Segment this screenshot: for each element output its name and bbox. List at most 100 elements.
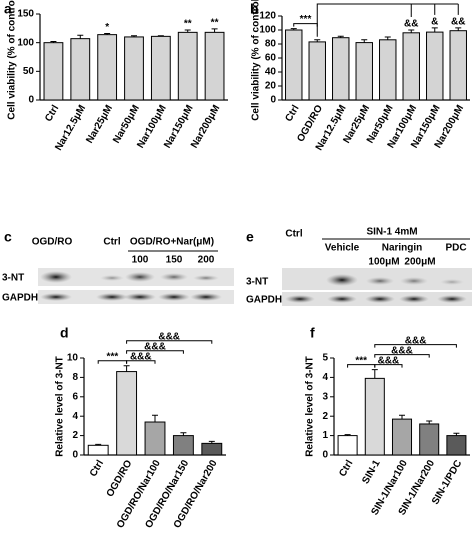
error-bar bbox=[211, 28, 218, 33]
y-tick-label: 3 bbox=[322, 391, 328, 402]
band bbox=[437, 295, 467, 303]
error-bar bbox=[314, 39, 321, 42]
y-tick-label: 0 bbox=[322, 450, 328, 461]
annotation: &&& bbox=[158, 331, 180, 342]
annotation: &&& bbox=[378, 355, 400, 366]
y-tick-label: 0 bbox=[28, 95, 34, 106]
bar bbox=[332, 37, 350, 101]
band bbox=[366, 277, 394, 285]
lane-label: 150 bbox=[166, 255, 183, 266]
lane-label: 200μM bbox=[404, 257, 435, 268]
bar bbox=[446, 435, 467, 456]
annotation: *** bbox=[355, 355, 367, 366]
y-tick-label: 10 bbox=[67, 353, 79, 364]
x-tick-label: Ctrl bbox=[88, 458, 106, 479]
panel-letter: e bbox=[246, 229, 254, 245]
bar bbox=[204, 31, 225, 101]
bar bbox=[87, 444, 109, 456]
bar bbox=[116, 371, 138, 456]
bar bbox=[124, 36, 144, 101]
error-bar bbox=[104, 32, 111, 35]
row-label: GAPDH bbox=[246, 295, 282, 306]
lane-label: 100μM bbox=[368, 257, 399, 268]
band bbox=[160, 273, 188, 281]
x-tick-label: SIN-1 bbox=[360, 458, 383, 486]
band bbox=[365, 295, 395, 303]
annotation: && bbox=[451, 17, 465, 28]
y-tick-label: 5 bbox=[322, 353, 328, 364]
annotation: & bbox=[431, 17, 438, 28]
error-bar bbox=[290, 28, 297, 30]
error-bar bbox=[152, 414, 158, 423]
blot-c: c OGD/RO Ctrl OGD/RO+Nar(μM) 100 150 200… bbox=[2, 229, 234, 304]
y-axis-label: Relative level of 3-NT bbox=[305, 356, 316, 457]
y-tick-label: 6 bbox=[72, 391, 78, 402]
error-bar bbox=[77, 34, 84, 39]
error-bar bbox=[123, 365, 130, 372]
bracket bbox=[126, 360, 156, 364]
x-tick-label: Ctrl bbox=[43, 103, 61, 124]
y-tick-label: 120 bbox=[259, 11, 276, 22]
band bbox=[40, 271, 72, 283]
lane-label: Ctrl bbox=[103, 237, 120, 248]
y-tick-label: 100 bbox=[259, 25, 276, 36]
y-tick-label: 0 bbox=[270, 95, 276, 106]
y-tick-label: 40 bbox=[265, 67, 277, 78]
blot-e: e Ctrl SIN-1 4mM Vehicle Naringin PDC 10… bbox=[246, 227, 472, 306]
band bbox=[190, 293, 222, 301]
lane-label: 200 bbox=[198, 255, 215, 266]
error-bar bbox=[131, 35, 137, 37]
bar bbox=[144, 421, 166, 456]
annotation: * bbox=[105, 22, 109, 33]
bar bbox=[364, 377, 385, 456]
error-bar bbox=[344, 434, 351, 436]
band bbox=[100, 275, 124, 281]
y-tick-label: 100 bbox=[17, 37, 34, 48]
y-axis-label: Cell viability (% of control) bbox=[7, 0, 18, 120]
lane-label: Naringin bbox=[382, 243, 423, 254]
lane-label: OGD/RO+Nar(μM) bbox=[130, 237, 214, 248]
lane-label: SIN-1 4mM bbox=[366, 227, 417, 238]
bar bbox=[150, 35, 171, 101]
annotation: &&& bbox=[405, 335, 427, 346]
bar bbox=[43, 42, 64, 101]
lane-label: Ctrl bbox=[285, 229, 302, 240]
error-bar bbox=[50, 41, 57, 43]
row-label: GAPDH bbox=[2, 293, 38, 304]
y-axis-label: Relative level of 3-NT bbox=[55, 356, 66, 457]
error-bar bbox=[337, 35, 344, 38]
y-tick-label: 1 bbox=[322, 430, 328, 441]
band bbox=[193, 275, 219, 281]
band bbox=[285, 295, 315, 303]
bar bbox=[201, 442, 223, 456]
x-tick-label: Ctrl bbox=[283, 103, 301, 124]
bar bbox=[402, 32, 420, 101]
band bbox=[326, 274, 358, 286]
annotation: &&& bbox=[144, 341, 166, 352]
band bbox=[327, 295, 357, 303]
band bbox=[399, 295, 429, 303]
error-bar bbox=[453, 432, 460, 436]
y-tick-label: 80 bbox=[265, 39, 277, 50]
y-tick-label: 2 bbox=[322, 411, 328, 422]
bar bbox=[426, 31, 444, 101]
annotation: &&& bbox=[391, 345, 413, 356]
band bbox=[96, 293, 128, 301]
bar bbox=[379, 39, 397, 101]
lane-label: OGD/RO bbox=[32, 237, 73, 248]
annotation: *** bbox=[107, 351, 119, 362]
y-axis-label: Cell viability (% of control) bbox=[251, 0, 262, 121]
bracket bbox=[374, 364, 403, 368]
error-bar bbox=[455, 27, 462, 31]
y-tick-label: 0 bbox=[72, 450, 78, 461]
error-bar bbox=[384, 36, 391, 40]
band bbox=[400, 277, 428, 285]
error-bar bbox=[184, 29, 191, 33]
y-tick-label: 2 bbox=[72, 430, 78, 441]
band bbox=[124, 293, 156, 301]
error-bar bbox=[361, 39, 368, 43]
error-bar bbox=[208, 440, 215, 444]
bar bbox=[177, 31, 198, 101]
error-bar bbox=[426, 420, 433, 424]
bracket bbox=[126, 350, 184, 354]
